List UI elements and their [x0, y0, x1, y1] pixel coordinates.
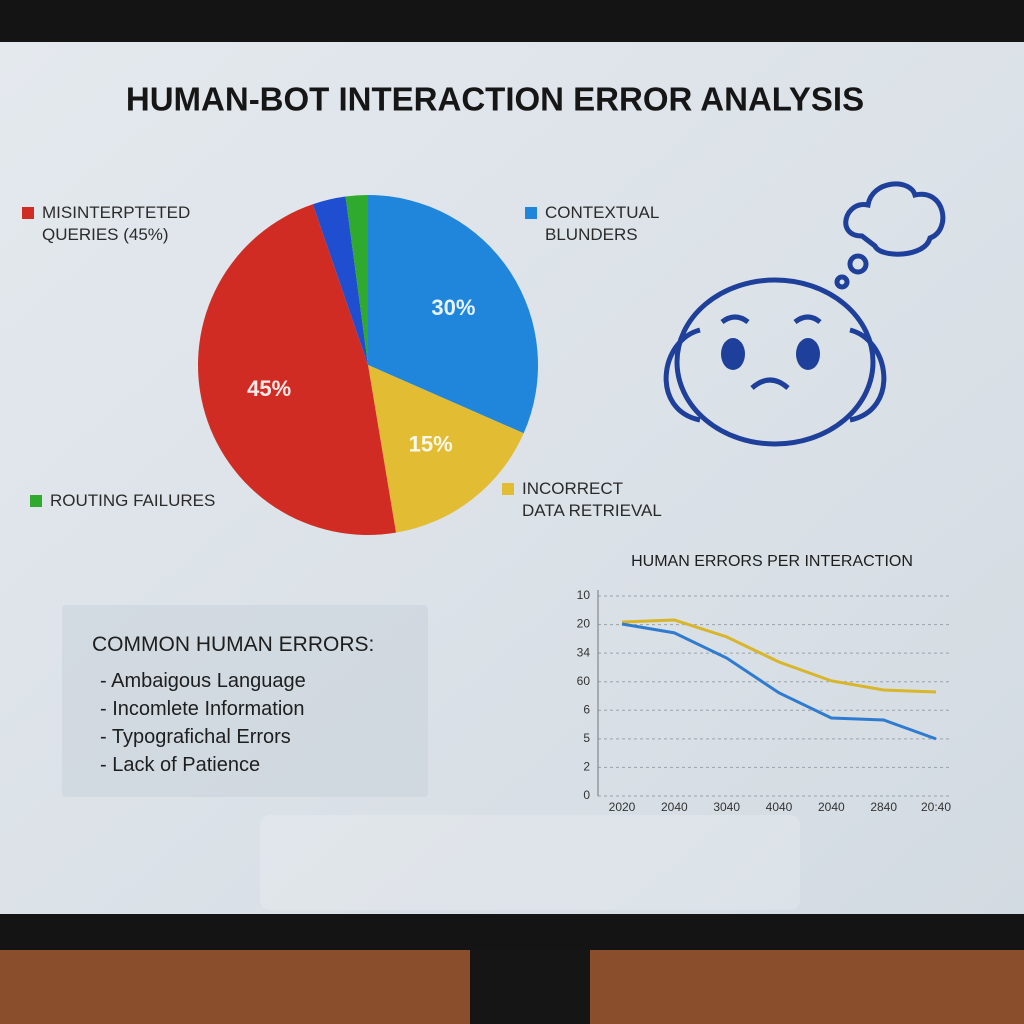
y-tick-label: 34 [577, 645, 591, 659]
pie-slice [368, 195, 538, 434]
slice-label: 45% [247, 376, 291, 401]
legend-entry: ROUTING FAILURES [30, 490, 230, 512]
legend-swatch [30, 495, 42, 507]
notes-item: - Incomlete Information [100, 698, 305, 720]
legend-entry: CONTEXTUAL BLUNDERS [525, 202, 665, 246]
x-tick-label: 20:40 [921, 800, 951, 814]
x-tick-label: 2040 [818, 800, 845, 814]
x-tick-label: 2020 [609, 800, 636, 814]
pie-slice [198, 204, 396, 535]
y-tick-label: 2 [583, 760, 590, 774]
keyboard-reflection [260, 815, 800, 910]
y-tick-label: 10 [577, 588, 591, 602]
y-tick-label: 6 [583, 702, 590, 716]
pie-slice [368, 365, 524, 533]
x-tick-label: 2840 [870, 800, 897, 814]
pie-slice [345, 195, 368, 365]
y-tick-label: 0 [583, 788, 590, 802]
y-tick-label: 5 [583, 731, 590, 745]
legend-label: CONTEXTUAL BLUNDERS [545, 203, 659, 244]
legend-entry: INCORRECT DATA RETRIEVAL [502, 478, 667, 522]
monitor-stand [470, 940, 590, 1024]
y-tick-label: 20 [577, 617, 591, 631]
x-tick-label: 3040 [713, 800, 740, 814]
page-title: HUMAN-BOT INTERACTION ERROR ANALYSIS [126, 81, 864, 118]
notes-box: COMMON HUMAN ERRORS: - Ambaigous Languag… [62, 605, 428, 797]
slice-label: 15% [409, 431, 453, 456]
legend-label: MISINTERPTETED QUERIES (45%) [42, 203, 191, 244]
legend-label: ROUTING FAILURES [50, 491, 216, 510]
pie-slice [312, 196, 368, 365]
y-tick-label: 60 [577, 674, 591, 688]
x-tick-label: 2040 [661, 800, 688, 814]
line-series [621, 622, 937, 741]
line-chart-title: HUMAN ERRORS PER INTERACTION [631, 553, 913, 570]
line-series [621, 618, 937, 694]
legend-swatch [22, 207, 34, 219]
legend-swatch [525, 207, 537, 219]
robot-icon [663, 181, 946, 447]
notes-heading: COMMON HUMAN ERRORS: [92, 633, 375, 656]
notes-item: - Typografichal Errors [100, 726, 291, 748]
slice-label: 30% [431, 295, 475, 320]
notes-item: - Ambaigous Language [100, 670, 306, 692]
legend-label: INCORRECT DATA RETRIEVAL [522, 479, 662, 520]
legend-swatch [502, 483, 514, 495]
notes-item: - Lack of Patience [100, 754, 261, 776]
robot-eyes [721, 338, 820, 370]
x-tick-label: 4040 [766, 800, 793, 814]
legend-entry: MISINTERPTETED QUERIES (45%) [22, 202, 202, 246]
